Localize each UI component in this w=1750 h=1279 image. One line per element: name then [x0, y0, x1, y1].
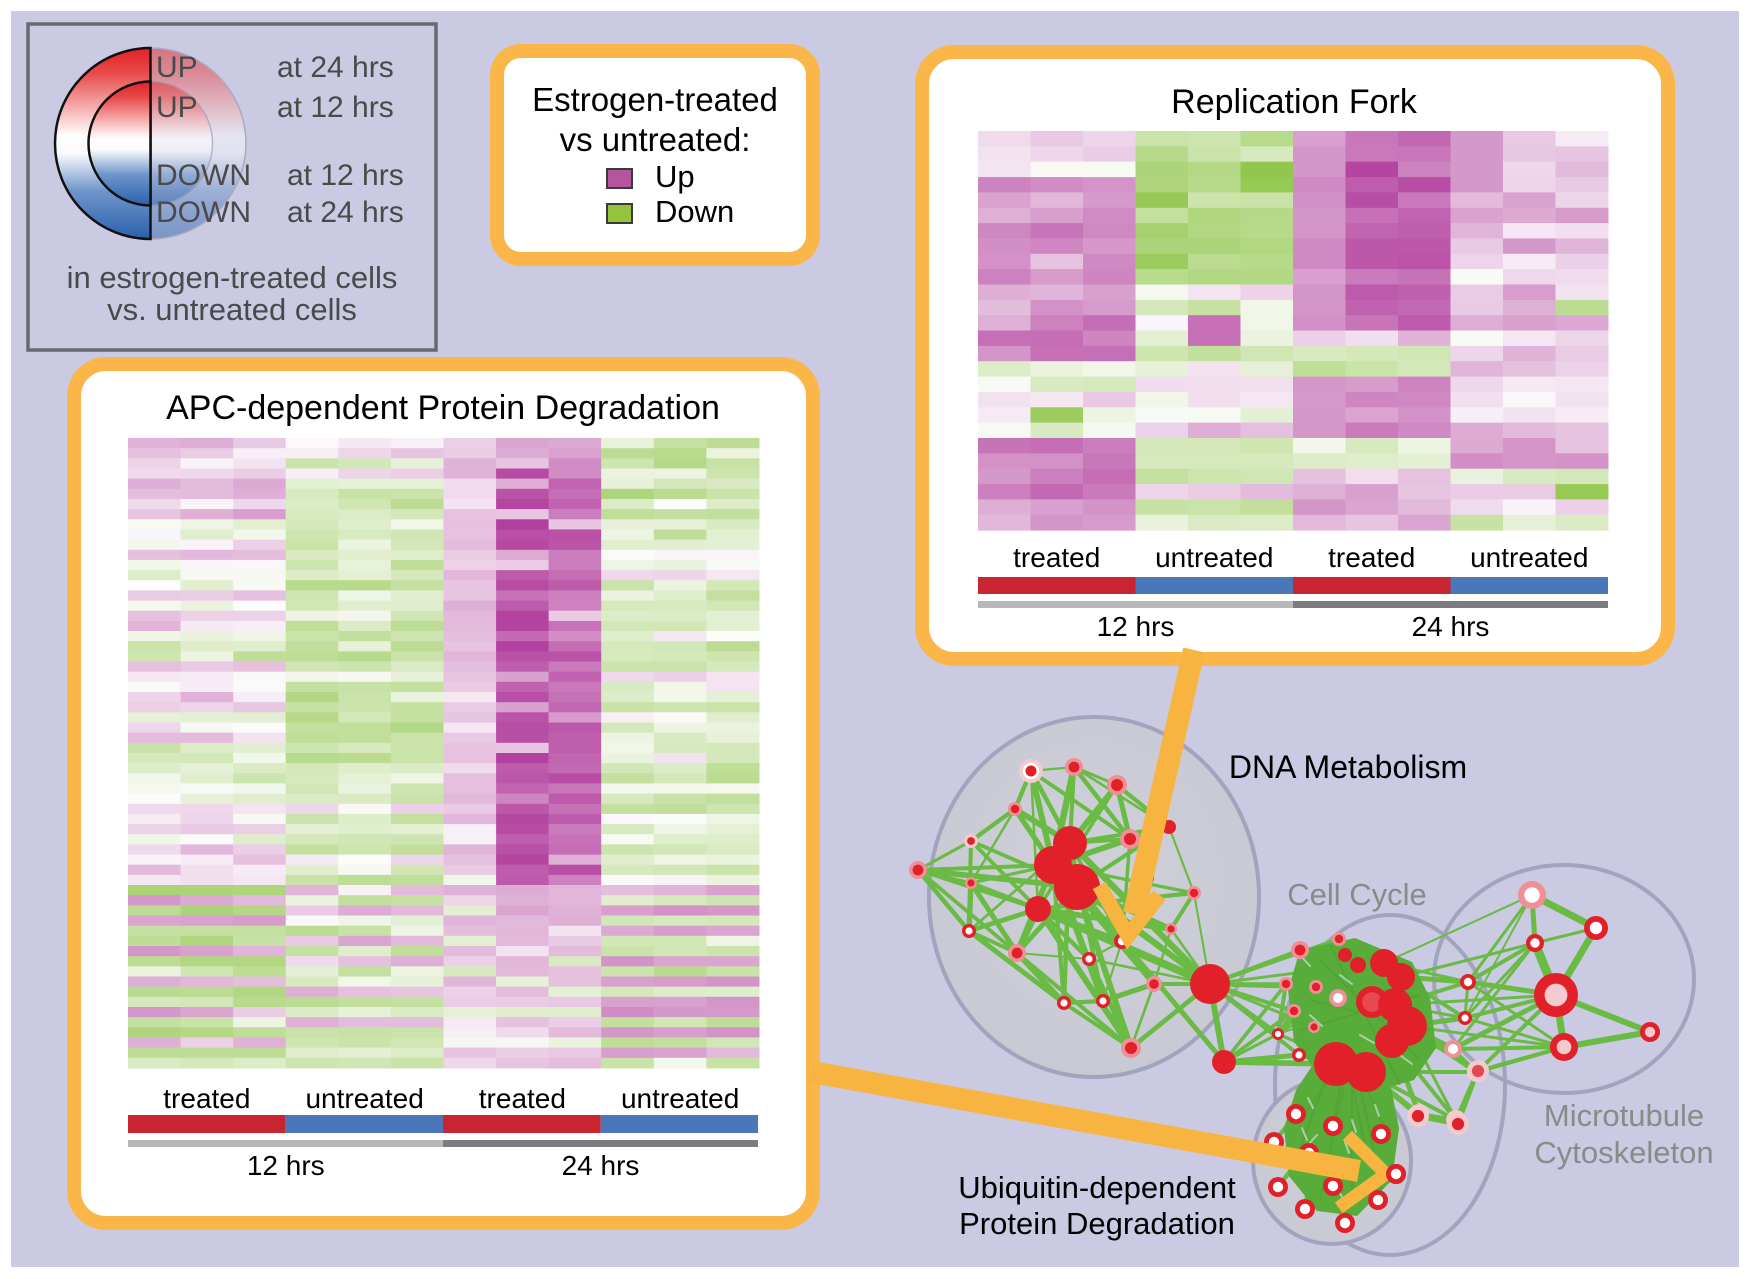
svg-text:untreated: untreated — [305, 1083, 423, 1114]
svg-text:at 24 hrs: at 24 hrs — [287, 196, 404, 229]
svg-text:UP: UP — [156, 91, 198, 124]
svg-text:DOWN: DOWN — [156, 159, 251, 192]
svg-text:treated: treated — [1328, 542, 1415, 573]
svg-text:DNA Metabolism: DNA Metabolism — [1229, 749, 1467, 785]
svg-text:untreated: untreated — [1470, 542, 1588, 573]
svg-text:at 12 hrs: at 12 hrs — [287, 159, 404, 192]
svg-text:treated: treated — [1013, 542, 1100, 573]
svg-text:APC-dependent Protein Degradat: APC-dependent Protein Degradation — [166, 389, 720, 427]
svg-text:at 24 hrs: at 24 hrs — [277, 51, 394, 84]
svg-text:treated: treated — [163, 1083, 250, 1114]
svg-text:Microtubule: Microtubule — [1544, 1098, 1704, 1133]
svg-text:untreated: untreated — [621, 1083, 739, 1114]
svg-text:at 12 hrs: at 12 hrs — [277, 91, 394, 124]
svg-text:DOWN: DOWN — [156, 196, 251, 229]
svg-text:in estrogen-treated cells: in estrogen-treated cells — [67, 260, 398, 295]
svg-text:Estrogen-treated: Estrogen-treated — [532, 81, 778, 118]
svg-text:Replication Fork: Replication Fork — [1171, 83, 1418, 121]
svg-text:Up: Up — [655, 159, 695, 194]
svg-text:24 hrs: 24 hrs — [562, 1150, 640, 1181]
svg-text:untreated: untreated — [1155, 542, 1273, 573]
svg-text:vs. untreated cells: vs. untreated cells — [107, 292, 357, 327]
svg-text:24 hrs: 24 hrs — [1412, 611, 1490, 642]
svg-text:Ubiquitin-dependent: Ubiquitin-dependent — [958, 1170, 1236, 1205]
svg-text:UP: UP — [156, 51, 198, 84]
svg-text:12 hrs: 12 hrs — [1097, 611, 1175, 642]
svg-text:treated: treated — [479, 1083, 566, 1114]
svg-text:Cytoskeleton: Cytoskeleton — [1534, 1135, 1713, 1170]
svg-text:Down: Down — [655, 194, 734, 229]
svg-text:Protein Degradation: Protein Degradation — [959, 1206, 1235, 1241]
svg-text:12 hrs: 12 hrs — [247, 1150, 325, 1181]
svg-text:vs untreated:: vs untreated: — [560, 121, 751, 158]
svg-text:Cell Cycle: Cell Cycle — [1287, 877, 1427, 912]
